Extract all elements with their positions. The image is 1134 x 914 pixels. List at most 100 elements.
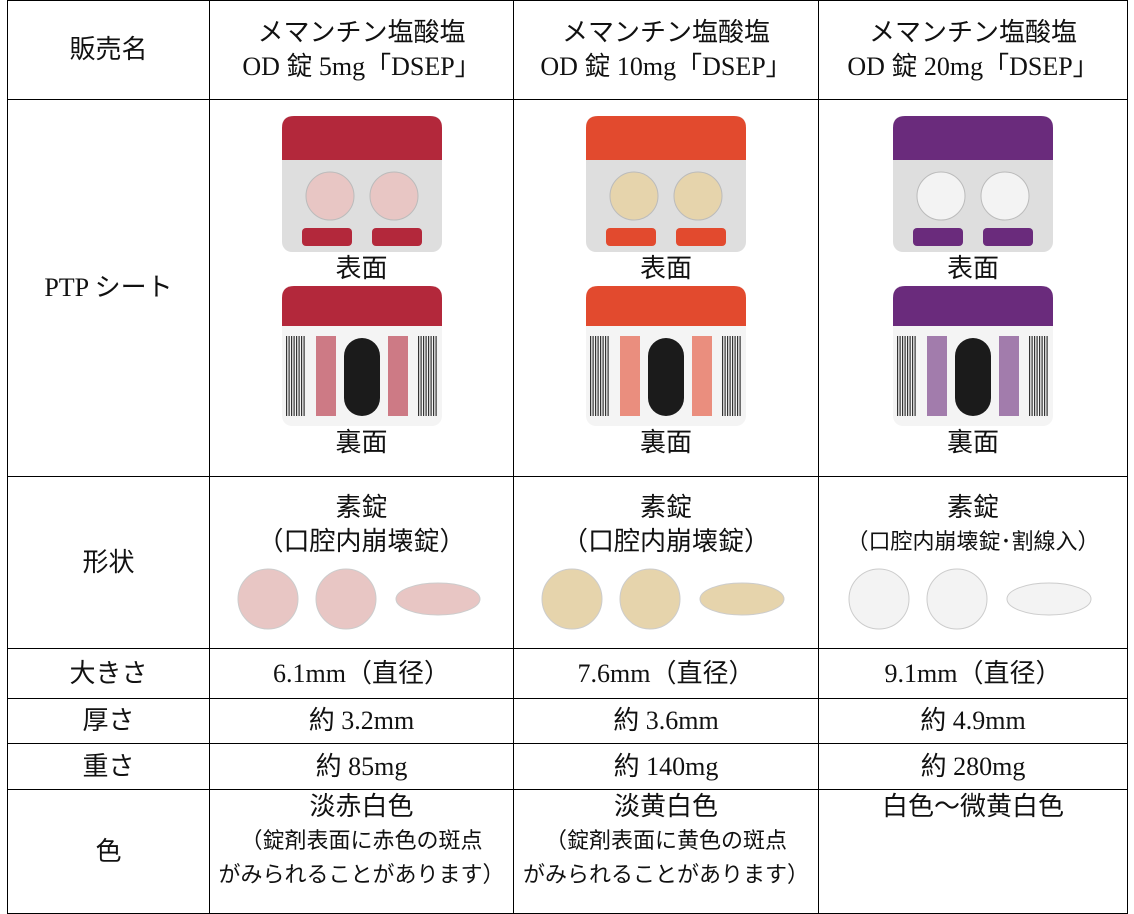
- barcode: [907, 336, 909, 416]
- barcode: [422, 336, 424, 416]
- cell: 約 85mg: [209, 743, 514, 790]
- print: [927, 336, 947, 416]
- cell: 6.1mm（直径）: [209, 648, 514, 699]
- barcode: [290, 336, 292, 416]
- shape-cell: 素錠 （口腔内崩壊錠･割線入）: [818, 476, 1128, 649]
- shape-cell: 素錠 （口腔内崩壊錠）: [209, 476, 514, 649]
- barcode: [904, 336, 906, 416]
- mark: [606, 228, 656, 246]
- ptp-cell: 表面 裏面: [513, 99, 819, 477]
- barcode: [1034, 336, 1036, 416]
- spec-table: 販売名 メマンチン塩酸塩 OD 錠 5mg「DSEP」 メマンチン塩酸塩 OD 錠 …: [7, 0, 1128, 914]
- tablet: [305, 171, 354, 221]
- tablet-side: [699, 582, 785, 615]
- cell: 約 3.2mm: [209, 698, 514, 744]
- text: がみられることがあります）: [522, 862, 809, 887]
- barcode: [425, 336, 427, 416]
- barcode: [605, 336, 607, 416]
- ptp-cell: 表面 裏面: [209, 99, 514, 477]
- cell: 淡赤白色 （錠剤表面に赤色の斑点 がみられることがあります）: [209, 789, 514, 914]
- barcode: [909, 336, 911, 416]
- text: （口腔内崩壊錠･割線入）: [846, 528, 1100, 554]
- cell: 約 4.9mm: [818, 698, 1128, 744]
- band: [586, 286, 746, 326]
- barcode: [600, 336, 602, 416]
- barcode: [420, 336, 422, 416]
- od-logo: [955, 338, 991, 416]
- barcode: [727, 336, 729, 416]
- tablet-image: [848, 568, 1092, 629]
- text: 素錠: [335, 492, 388, 522]
- cell: 約 140mg: [513, 743, 819, 790]
- product: メマンチン塩酸塩 OD 錠 10mg「DSEP」: [513, 0, 819, 100]
- text: 素錠: [639, 492, 692, 522]
- band: [586, 116, 746, 160]
- tablet-side: [1006, 582, 1092, 615]
- ptp-cell: 表面 裏面: [818, 99, 1128, 477]
- barcode: [734, 336, 736, 416]
- tablet-image: [541, 568, 785, 629]
- text: （錠剤表面に赤色の斑点: [240, 828, 483, 853]
- print: [620, 336, 640, 416]
- mark: [676, 228, 726, 246]
- barcode: [295, 336, 297, 416]
- tablet: [619, 568, 681, 629]
- text: メマンチン塩酸塩: [257, 18, 466, 47]
- barcode: [1029, 336, 1031, 416]
- mark: [301, 228, 352, 246]
- text: OD 錠 5mg「DSEP」: [242, 52, 481, 81]
- barcode: [732, 336, 734, 416]
- barcode: [298, 336, 300, 416]
- text: （錠剤表面に黄色の斑点: [544, 828, 787, 853]
- barcode: [435, 336, 437, 416]
- caption: 裏面: [639, 428, 692, 457]
- text: 淡赤白色: [309, 792, 414, 821]
- label: 販売名: [7, 0, 210, 100]
- barcode: [602, 336, 604, 416]
- caption: 表面: [335, 254, 388, 283]
- barcode: [914, 336, 916, 416]
- barcode: [288, 336, 290, 416]
- barcode: [724, 336, 726, 416]
- label: 大きさ: [7, 648, 210, 699]
- band: [893, 286, 1053, 326]
- product: メマンチン塩酸塩 OD 錠 5mg「DSEP」: [209, 0, 514, 100]
- label: 重さ: [7, 743, 210, 790]
- tablet: [848, 568, 910, 629]
- text: 白色～微黄白色: [881, 792, 1064, 821]
- barcode: [1036, 336, 1038, 416]
- ptp-front-image: [893, 116, 1053, 252]
- product: メマンチン塩酸塩 OD 錠 20mg「DSEP」: [818, 0, 1128, 100]
- barcode: [285, 336, 287, 416]
- barcode: [1046, 336, 1048, 416]
- barcode: [432, 336, 434, 416]
- barcode: [1041, 336, 1043, 416]
- text: メマンチン塩酸塩: [561, 18, 770, 47]
- barcode: [590, 336, 592, 416]
- barcode: [430, 336, 432, 416]
- mark: [371, 228, 422, 246]
- cell: 約 280mg: [818, 743, 1128, 790]
- cell: 白色～微黄白色: [818, 789, 1128, 914]
- barcode: [303, 336, 305, 416]
- caption: 裏面: [335, 428, 388, 457]
- mark: [983, 228, 1033, 246]
- mark: [913, 228, 963, 246]
- band: [281, 116, 442, 160]
- tablet: [673, 171, 723, 221]
- label: 色: [7, 789, 210, 914]
- text: 淡黄白色: [613, 792, 718, 821]
- text: OD 錠 10mg「DSEP」: [540, 52, 792, 81]
- cell: 7.6mm（直径）: [513, 648, 819, 699]
- cell: 9.1mm（直径）: [818, 648, 1128, 699]
- ptp-back-image: [893, 286, 1053, 426]
- tablet: [609, 171, 659, 221]
- barcode: [1044, 336, 1046, 416]
- shape-cell: 素錠 （口腔内崩壊錠）: [513, 476, 819, 649]
- barcode: [899, 336, 901, 416]
- od-logo: [648, 338, 684, 416]
- barcode: [902, 336, 904, 416]
- text: メマンチン塩酸塩: [868, 18, 1077, 47]
- barcode: [897, 336, 899, 416]
